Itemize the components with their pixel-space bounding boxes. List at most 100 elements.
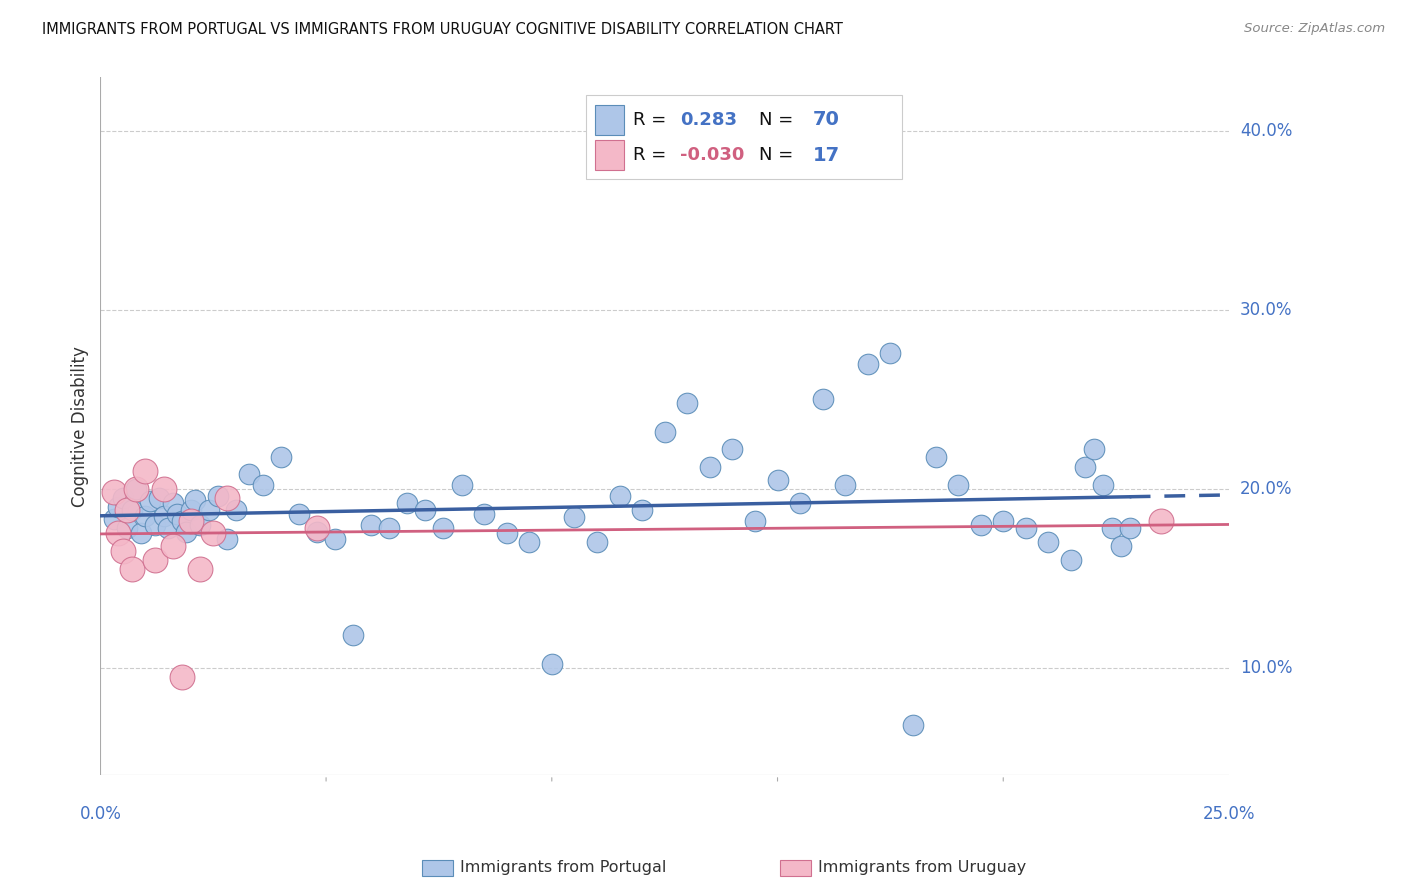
Point — [125, 482, 148, 496]
Point — [225, 503, 247, 517]
Point — [129, 526, 152, 541]
Point — [495, 526, 517, 541]
Point — [125, 482, 148, 496]
Point — [103, 485, 125, 500]
Point — [946, 478, 969, 492]
Point — [564, 510, 586, 524]
Text: 20.0%: 20.0% — [1240, 480, 1292, 498]
Point — [631, 503, 654, 517]
Y-axis label: Cognitive Disability: Cognitive Disability — [72, 346, 89, 507]
Point — [378, 521, 401, 535]
Point — [432, 521, 454, 535]
Point — [157, 521, 180, 535]
Point — [676, 396, 699, 410]
Point — [202, 526, 225, 541]
Point — [174, 524, 197, 539]
Point — [879, 346, 901, 360]
Point — [305, 521, 328, 535]
Point — [396, 496, 419, 510]
Point — [134, 508, 156, 523]
Point — [517, 535, 540, 549]
Point — [152, 508, 174, 523]
Point — [162, 496, 184, 510]
Point — [834, 478, 856, 492]
Point — [586, 535, 609, 549]
Point — [188, 517, 211, 532]
Text: N =: N = — [759, 111, 800, 129]
Point — [134, 464, 156, 478]
Text: 70: 70 — [813, 111, 839, 129]
Text: 40.0%: 40.0% — [1240, 122, 1292, 140]
Point — [1091, 478, 1114, 492]
Point — [924, 450, 946, 464]
Point — [184, 492, 207, 507]
Point — [360, 517, 382, 532]
Point — [180, 514, 202, 528]
Text: R =: R = — [633, 111, 672, 129]
Point — [148, 491, 170, 505]
Text: 30.0%: 30.0% — [1240, 301, 1292, 319]
Point — [121, 562, 143, 576]
Point — [856, 357, 879, 371]
Point — [143, 553, 166, 567]
Point — [609, 489, 631, 503]
Point — [721, 442, 744, 457]
Point — [699, 460, 721, 475]
Point — [111, 491, 134, 505]
Text: Immigrants from Portugal: Immigrants from Portugal — [460, 860, 666, 874]
Text: Immigrants from Uruguay: Immigrants from Uruguay — [818, 860, 1026, 874]
Point — [811, 392, 834, 407]
Point — [103, 512, 125, 526]
Point — [305, 524, 328, 539]
Point — [1083, 442, 1105, 457]
Point — [270, 450, 292, 464]
Point — [1038, 535, 1060, 549]
Point — [901, 718, 924, 732]
Point — [1015, 521, 1038, 535]
Text: 25.0%: 25.0% — [1202, 805, 1256, 823]
Point — [117, 521, 139, 535]
Point — [107, 500, 129, 514]
Point — [162, 539, 184, 553]
Text: 0.283: 0.283 — [681, 111, 738, 129]
Point — [342, 628, 364, 642]
Point — [166, 507, 188, 521]
Point — [1150, 514, 1173, 528]
Point — [969, 517, 991, 532]
Text: N =: N = — [759, 146, 800, 164]
Text: R =: R = — [633, 146, 672, 164]
Point — [415, 503, 437, 517]
Point — [450, 478, 472, 492]
Text: IMMIGRANTS FROM PORTUGAL VS IMMIGRANTS FROM URUGUAY COGNITIVE DISABILITY CORRELA: IMMIGRANTS FROM PORTUGAL VS IMMIGRANTS F… — [42, 22, 844, 37]
Point — [252, 478, 274, 492]
Point — [744, 514, 766, 528]
Point — [197, 503, 219, 517]
Point — [238, 467, 260, 482]
Point — [143, 517, 166, 532]
Point — [1060, 553, 1083, 567]
Point — [654, 425, 676, 439]
Text: 0.0%: 0.0% — [79, 805, 121, 823]
Point — [323, 532, 346, 546]
Point — [107, 526, 129, 541]
Point — [170, 669, 193, 683]
Point — [215, 491, 238, 505]
Text: -0.030: -0.030 — [681, 146, 745, 164]
Point — [1118, 521, 1140, 535]
Point — [121, 503, 143, 517]
Point — [540, 657, 562, 671]
Point — [170, 514, 193, 528]
Point — [993, 514, 1015, 528]
Point — [766, 473, 789, 487]
Point — [117, 503, 139, 517]
Point — [111, 544, 134, 558]
Text: 10.0%: 10.0% — [1240, 658, 1292, 677]
Point — [1109, 539, 1132, 553]
Point — [180, 503, 202, 517]
Point — [472, 507, 495, 521]
Point — [188, 562, 211, 576]
Point — [789, 496, 811, 510]
Point — [1073, 460, 1095, 475]
Text: 17: 17 — [813, 145, 841, 165]
Point — [207, 489, 229, 503]
